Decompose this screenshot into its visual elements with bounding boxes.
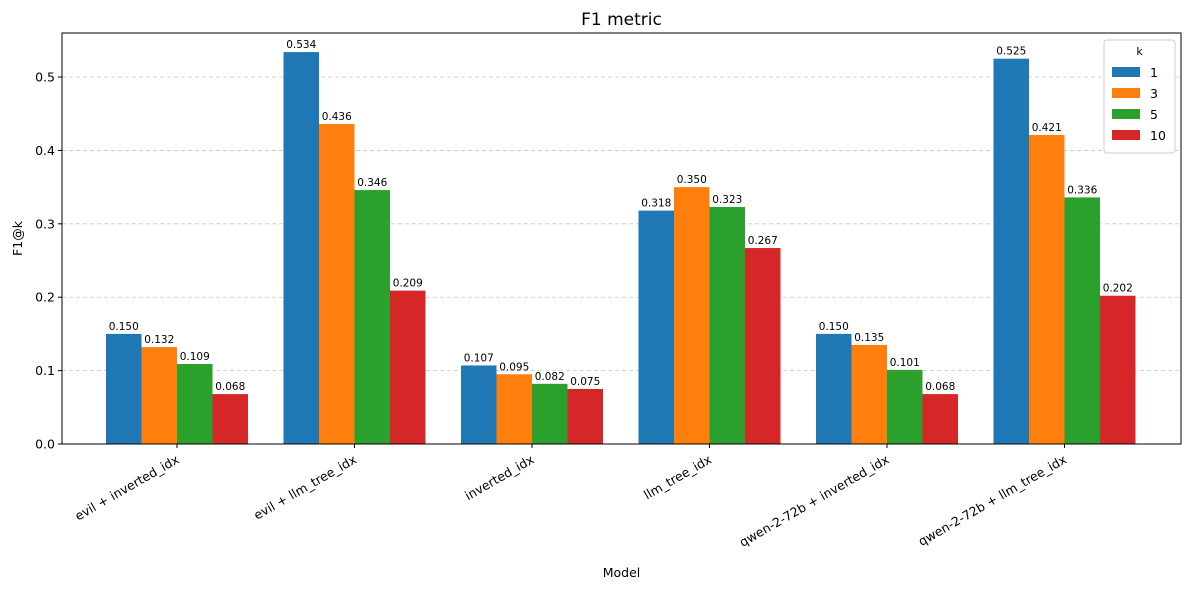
x-axis-label: Model [603, 565, 641, 580]
y-axis: 0.0 0.1 0.2 0.3 0.4 0.5 [35, 70, 62, 452]
y-tick-label: 0.3 [35, 216, 55, 231]
y-tick-label: 0.5 [35, 70, 55, 85]
bar-value-label: 0.095 [499, 361, 529, 373]
bar-qwen-2-72b-llm-tree-idx-k5 [1064, 197, 1100, 444]
bar-qwen-2-72b-inverted-idx-k3 [851, 344, 887, 444]
bar-evil-inverted-idx-k5 [177, 364, 213, 444]
bar-value-label: 0.150 [819, 321, 849, 333]
bar-evil-llm-tree-idx-k5 [354, 190, 390, 444]
bar-inverted-idx-k5 [532, 383, 568, 444]
bar-qwen-2-72b-llm-tree-idx-k3 [1029, 135, 1065, 445]
bar-value-label: 0.068 [215, 381, 245, 393]
bar-evil-inverted-idx-k10 [212, 394, 248, 444]
legend-swatch-k5 [1112, 109, 1140, 119]
y-tick-label: 0.4 [35, 143, 55, 158]
bar-value-label: 0.421 [1032, 122, 1062, 134]
bar-value-label: 0.267 [748, 235, 778, 247]
bar-inverted-idx-k1 [461, 365, 497, 444]
bar-value-label: 0.525 [996, 46, 1026, 58]
bar-inverted-idx-k10 [567, 388, 603, 444]
y-axis-label: F1@k [10, 220, 25, 256]
bar-inverted-idx-k3 [496, 374, 532, 444]
bar-evil-llm-tree-idx-k3 [319, 124, 355, 444]
legend-swatch-k3 [1112, 88, 1140, 98]
bar-value-label: 0.202 [1103, 283, 1133, 295]
bars [106, 52, 1136, 445]
y-tick-label: 0.0 [35, 437, 55, 452]
legend-swatch-k1 [1112, 67, 1140, 77]
bar-value-label: 0.101 [890, 357, 920, 369]
bar-qwen-2-72b-llm-tree-idx-k10 [1100, 295, 1136, 444]
bar-qwen-2-72b-llm-tree-idx-k1 [993, 58, 1029, 444]
bar-value-label: 0.323 [712, 194, 742, 206]
bar-evil-llm-tree-idx-k1 [283, 52, 319, 444]
bar-llm-tree-idx-k10 [745, 248, 781, 444]
chart-title: F1 metric [581, 10, 662, 30]
bar-value-label: 0.350 [677, 174, 707, 186]
bar-evil-llm-tree-idx-k10 [390, 290, 426, 444]
bar-value-label: 0.436 [322, 111, 352, 123]
legend-label-k3: 3 [1150, 86, 1158, 101]
bar-value-label: 0.318 [641, 198, 671, 210]
bar-value-label: 0.336 [1067, 184, 1097, 196]
legend-label-k5: 5 [1150, 107, 1158, 122]
bar-value-label: 0.132 [144, 334, 174, 346]
y-tick-label: 0.1 [35, 363, 55, 378]
bar-llm-tree-idx-k3 [674, 187, 710, 444]
legend-label-k1: 1 [1150, 65, 1158, 80]
bar-value-label: 0.109 [180, 351, 210, 363]
plot-frame [61, 32, 1182, 445]
bar-value-label: 0.346 [357, 177, 387, 189]
bar-value-label: 0.209 [393, 278, 423, 290]
bar-value-label: 0.075 [570, 376, 600, 388]
bar-value-label: 0.534 [286, 39, 316, 51]
bar-qwen-2-72b-inverted-idx-k5 [887, 369, 923, 444]
legend-title: k [1136, 45, 1143, 58]
y-tick-label: 0.2 [35, 290, 55, 305]
bar-evil-inverted-idx-k3 [141, 347, 177, 444]
legend-label-k10: 10 [1150, 128, 1166, 143]
legend: k1 3 5 10 [1103, 39, 1176, 154]
bar-llm-tree-idx-k5 [709, 206, 745, 444]
legend-swatch-k10 [1112, 130, 1140, 140]
bar-value-label: 0.135 [854, 332, 884, 344]
bar-value-label: 0.068 [925, 381, 955, 393]
bar-value-label: 0.107 [464, 352, 494, 364]
bar-llm-tree-idx-k1 [638, 210, 674, 444]
bar-evil-inverted-idx-k1 [106, 333, 142, 444]
data-labels: 0.150 0.132 0.109 0.068 0.534 0.436 0.346 0.209… [109, 39, 1133, 393]
bar-value-label: 0.150 [109, 321, 139, 333]
bar-qwen-2-72b-inverted-idx-k10 [922, 394, 958, 444]
bar-value-label: 0.082 [535, 371, 565, 383]
bar-qwen-2-72b-inverted-idx-k1 [816, 333, 852, 444]
